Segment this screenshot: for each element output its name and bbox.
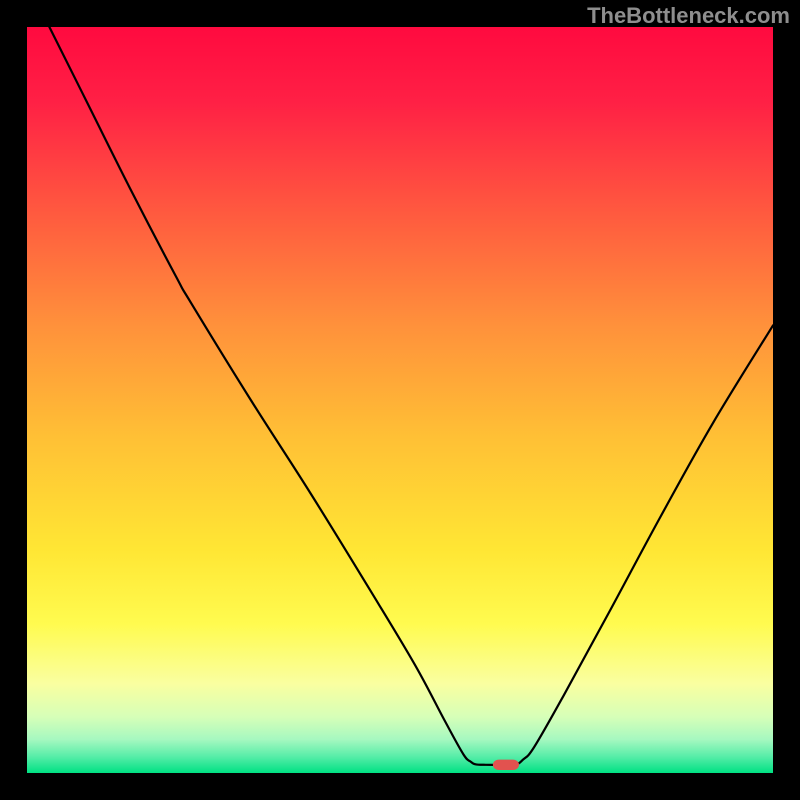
source-watermark: TheBottleneck.com [587, 3, 790, 29]
bottleneck-chart [0, 0, 800, 800]
chart-frame: TheBottleneck.com [0, 0, 800, 800]
valley-marker [493, 760, 519, 770]
plot-background [27, 27, 773, 773]
